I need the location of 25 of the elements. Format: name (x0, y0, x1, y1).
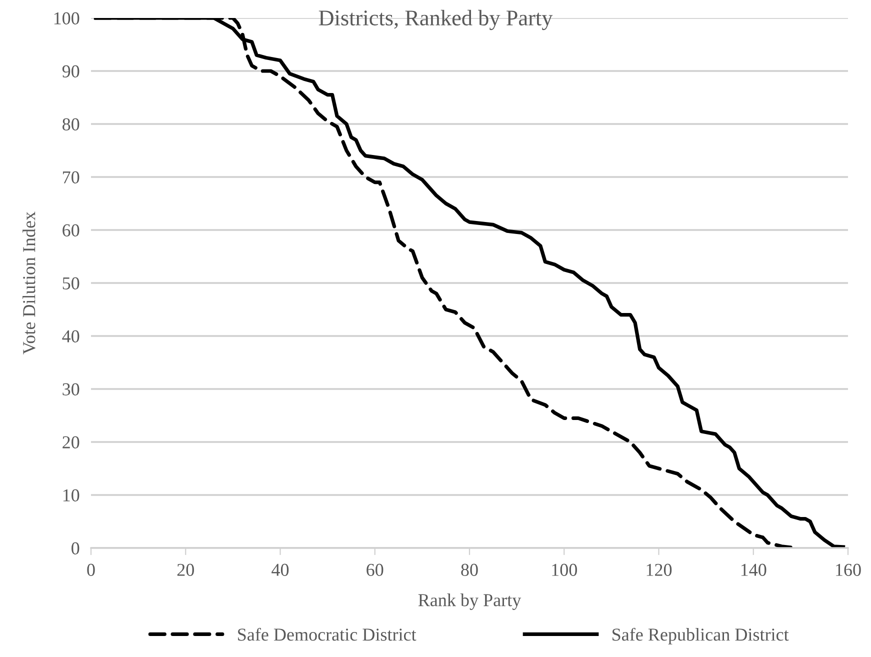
y-tick-label: 30 (62, 383, 80, 396)
x-tick-label: 80 (461, 564, 478, 576)
y-tick-label: 100 (54, 12, 80, 24)
y-tick-label: 20 (62, 436, 80, 448)
x-tick-label: 100 (552, 564, 577, 576)
y-tick-label: 90 (62, 65, 80, 78)
x-tick-label: 140 (741, 564, 766, 576)
y-tick-label: 60 (62, 224, 80, 236)
legend-label: Safe Democratic District (238, 628, 416, 641)
x-tick-label: 120 (646, 564, 672, 576)
x-axis-title: Rank by Party (418, 594, 522, 610)
y-tick-label: 50 (62, 277, 80, 290)
legend-label: Safe Republican District (612, 628, 789, 644)
y-tick-label: 10 (63, 489, 80, 502)
y-tick-label: 40 (62, 330, 80, 342)
x-tick-label: 0 (87, 564, 95, 576)
x-tick-label: 160 (836, 564, 861, 576)
x-tick-label: 40 (272, 564, 289, 576)
x-tick-label: 60 (366, 564, 384, 576)
chart-title: Districts, Ranked by Party (318, 10, 553, 30)
y-axis-title: Vote Dilution Index (22, 212, 36, 354)
y-tick-label: 70 (63, 171, 80, 184)
x-tick-label: 20 (177, 564, 194, 576)
y-tick-label: 0 (72, 542, 80, 554)
y-tick-label: 80 (62, 118, 80, 130)
